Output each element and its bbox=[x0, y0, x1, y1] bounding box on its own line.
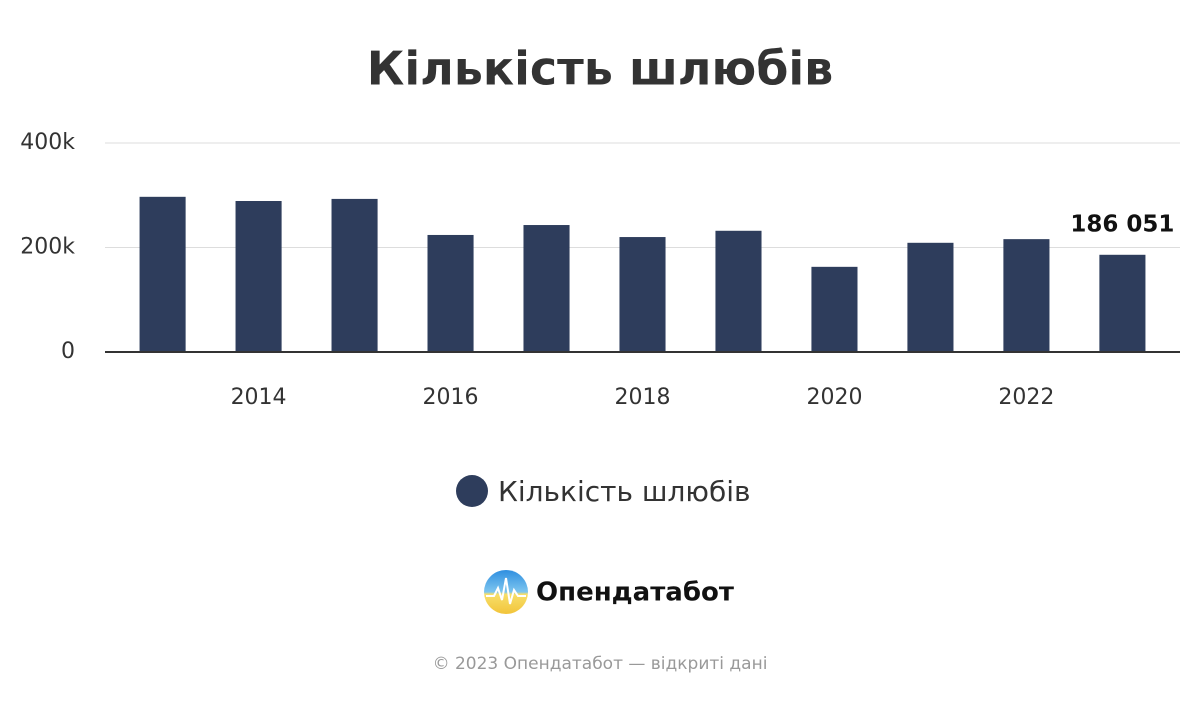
legend-swatch bbox=[456, 475, 488, 507]
bar bbox=[1099, 254, 1146, 352]
bar bbox=[811, 266, 858, 352]
x-tick-label: 2014 bbox=[231, 385, 287, 410]
bar bbox=[619, 237, 666, 352]
value-label: 186 051 bbox=[1070, 211, 1174, 237]
x-tick-label: 2016 bbox=[423, 385, 479, 410]
bar bbox=[1003, 239, 1050, 352]
footer: © 2023 Опендатабот — відкриті дані bbox=[433, 654, 768, 674]
logo-text: Опендатабот bbox=[536, 578, 734, 608]
y-tick-label: 0 bbox=[61, 339, 75, 364]
bar bbox=[235, 200, 282, 352]
plot-area: 0 200k 400k 2014 2016 2018 2020 2022 186 051 bbox=[20, 130, 1180, 410]
legend-label: Кількість шлюбів bbox=[498, 475, 751, 508]
x-tick-label: 2018 bbox=[615, 385, 671, 410]
y-tick-label: 400k bbox=[20, 130, 75, 155]
y-tick-label: 200k bbox=[20, 235, 75, 260]
bar bbox=[715, 230, 762, 352]
bar bbox=[427, 234, 474, 352]
bar bbox=[523, 225, 570, 352]
bar bbox=[139, 196, 186, 352]
chart-title: Кількість шлюбів bbox=[367, 42, 833, 96]
x-tick-label: 2022 bbox=[998, 385, 1054, 410]
bar bbox=[907, 242, 954, 352]
x-tick-label: 2020 bbox=[806, 385, 862, 410]
bar bbox=[331, 198, 378, 352]
logo-icon bbox=[484, 570, 528, 614]
